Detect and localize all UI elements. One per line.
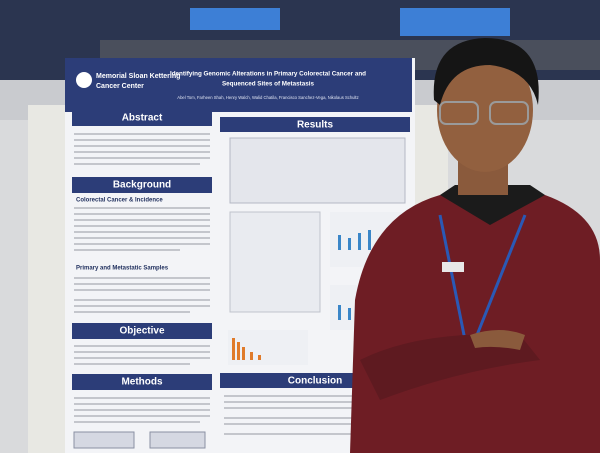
section-bar xyxy=(72,110,212,126)
logo xyxy=(76,72,92,88)
glasses xyxy=(439,101,479,125)
poster-header xyxy=(65,58,412,112)
section-bar xyxy=(220,117,410,132)
poster-title: Sequenced Sites of Metastasis xyxy=(222,81,315,88)
diagram-box xyxy=(149,431,206,449)
clinical-table xyxy=(229,211,321,313)
body-text xyxy=(74,207,210,251)
section-heading: Abstract xyxy=(122,113,163,124)
poster-title: Identifying Genomic Alterations in Prima… xyxy=(170,71,366,78)
face xyxy=(437,48,533,172)
hand xyxy=(470,330,525,350)
body-text xyxy=(74,133,210,165)
section-heading: Background xyxy=(113,180,171,191)
body-text xyxy=(74,277,210,313)
bar-plot xyxy=(228,330,308,365)
section-heading: Results xyxy=(297,120,334,131)
body-text xyxy=(74,345,210,365)
plot-points xyxy=(338,305,351,320)
pin xyxy=(442,262,464,272)
person xyxy=(350,38,600,453)
shirt xyxy=(350,195,600,453)
hair xyxy=(433,38,539,105)
section-heading: Objective xyxy=(119,326,164,337)
institution: Cancer Center xyxy=(96,83,144,90)
section-heading: Conclusion xyxy=(288,376,342,387)
section-bar xyxy=(72,323,212,339)
body-text xyxy=(74,397,210,423)
results-table xyxy=(229,137,406,204)
plot-points xyxy=(338,230,371,250)
crossed-arms xyxy=(360,334,540,400)
institution: Memorial Sloan Kettering xyxy=(96,73,180,80)
subheading: Primary and Metastatic Samples xyxy=(76,266,169,272)
section-heading: Methods xyxy=(121,377,163,388)
poster: Memorial Sloan Kettering Cancer Center I… xyxy=(65,58,415,453)
screen xyxy=(400,8,510,36)
lanyard xyxy=(438,214,527,341)
glasses xyxy=(489,101,529,125)
screen xyxy=(190,8,280,30)
authors: Abel Tom, Farheen Shah, Henry Walch, Wal… xyxy=(177,95,358,100)
subheading: Colorectal Cancer & Incidence xyxy=(76,198,163,204)
plot-bars xyxy=(232,338,261,360)
diagram-box xyxy=(73,431,135,449)
section-bar xyxy=(72,177,212,193)
section-bar xyxy=(72,374,212,390)
